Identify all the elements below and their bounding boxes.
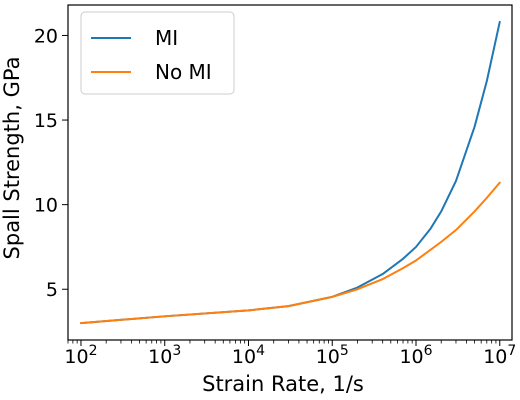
x-tick-base: 10 xyxy=(483,346,507,368)
y-tick-label: 20 xyxy=(34,25,58,47)
x-tick-label: 105 xyxy=(316,343,349,368)
x-tick-label: 103 xyxy=(148,343,181,368)
legend-label-no-mi: No MI xyxy=(155,60,212,84)
legend-label-mi: MI xyxy=(155,26,178,50)
series-layer xyxy=(79,20,501,325)
legend-box xyxy=(80,11,235,95)
plot-frame xyxy=(67,4,513,341)
y-tick-label: 15 xyxy=(34,110,58,132)
x-tick-base: 10 xyxy=(316,346,340,368)
x-tick-label: 102 xyxy=(64,343,97,368)
x-tick-exponent: 6 xyxy=(424,343,433,359)
x-tick-exponent: 7 xyxy=(507,343,516,359)
x-tick-base: 10 xyxy=(232,346,256,368)
y-axis-ticks: 5 10 15 20 xyxy=(34,25,68,301)
x-tick-base: 10 xyxy=(399,346,423,368)
x-tick-exponent: 4 xyxy=(256,343,265,359)
y-tick-label: 10 xyxy=(34,195,58,217)
x-axis-ticks: 102 103 104 105 106 107 xyxy=(64,340,516,368)
x-tick-label: 104 xyxy=(232,343,265,368)
x-tick-base: 10 xyxy=(64,346,88,368)
x-axis-label: Strain Rate, 1/s xyxy=(202,372,364,396)
x-tick-base: 10 xyxy=(148,346,172,368)
x-tick-exponent: 5 xyxy=(340,343,349,359)
series-line-no-mi xyxy=(79,181,501,325)
y-axis-label: Spall Strength, GPa xyxy=(0,57,24,260)
x-tick-label: 106 xyxy=(399,343,432,368)
x-tick-label: 107 xyxy=(483,343,516,368)
legend: MI No MI xyxy=(80,11,235,95)
x-tick-exponent: 3 xyxy=(172,343,181,359)
x-tick-exponent: 2 xyxy=(89,343,98,359)
y-tick-label: 5 xyxy=(46,279,58,301)
